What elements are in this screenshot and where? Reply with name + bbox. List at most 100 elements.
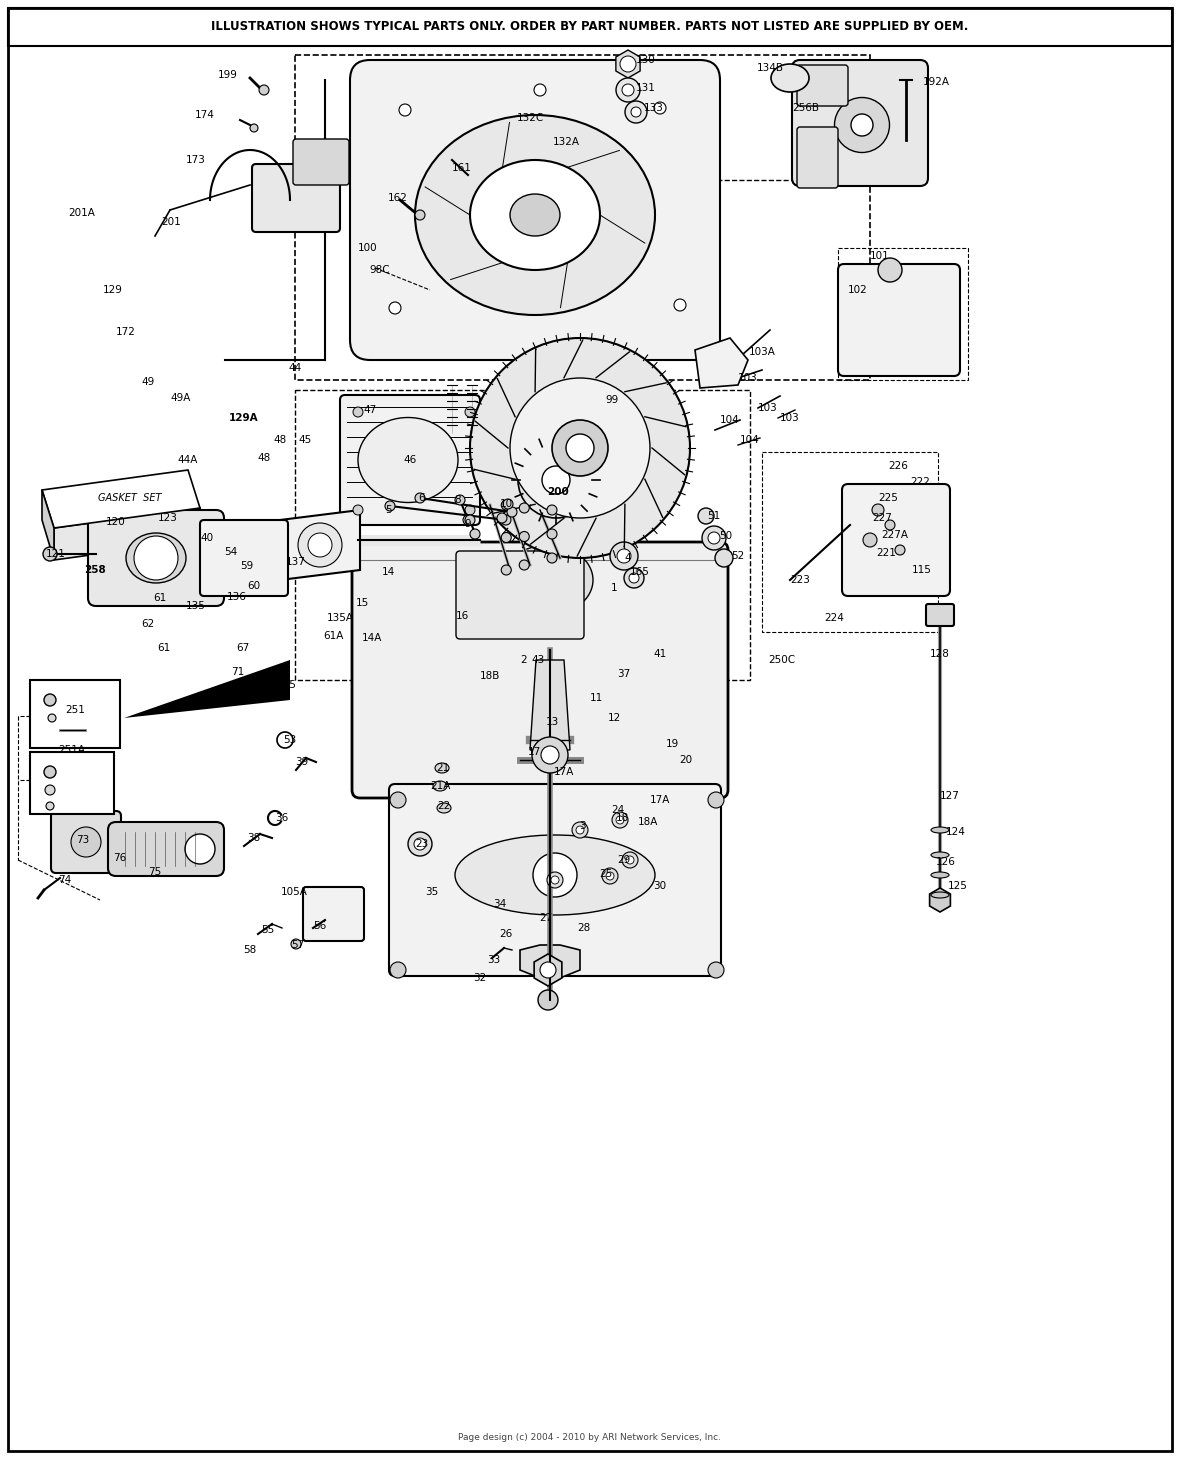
Text: 29: 29 — [617, 855, 630, 865]
Ellipse shape — [834, 98, 890, 153]
FancyBboxPatch shape — [796, 127, 838, 188]
Text: 61A: 61A — [323, 630, 343, 641]
Text: 10: 10 — [499, 499, 512, 509]
Text: 14A: 14A — [362, 633, 382, 643]
FancyBboxPatch shape — [838, 264, 961, 376]
Text: 36: 36 — [275, 813, 289, 823]
Text: 28: 28 — [577, 924, 591, 932]
Text: ILLUSTRATION SHOWS TYPICAL PARTS ONLY. ORDER BY PART NUMBER. PARTS NOT LISTED AR: ILLUSTRATION SHOWS TYPICAL PARTS ONLY. O… — [211, 20, 969, 34]
Text: 105A: 105A — [281, 887, 308, 897]
Text: 128: 128 — [930, 649, 950, 659]
Circle shape — [532, 737, 568, 773]
FancyBboxPatch shape — [51, 811, 122, 872]
Text: 251A: 251A — [59, 746, 85, 754]
Text: 165: 165 — [630, 568, 650, 576]
Text: 201A: 201A — [68, 209, 96, 217]
Text: 126: 126 — [936, 856, 956, 867]
Circle shape — [699, 508, 714, 524]
FancyBboxPatch shape — [843, 484, 950, 595]
Text: 44: 44 — [288, 363, 302, 374]
Text: 50: 50 — [720, 531, 733, 541]
Circle shape — [258, 85, 269, 95]
Text: 75: 75 — [149, 867, 162, 877]
Circle shape — [616, 77, 640, 102]
Circle shape — [612, 813, 628, 829]
Circle shape — [576, 826, 584, 835]
Circle shape — [45, 785, 55, 795]
Circle shape — [654, 102, 666, 114]
Circle shape — [465, 505, 476, 515]
Bar — [762, 452, 938, 632]
Ellipse shape — [185, 835, 215, 864]
Ellipse shape — [455, 835, 655, 915]
Bar — [8, 7, 1172, 47]
Text: 49A: 49A — [171, 392, 191, 403]
Text: 56: 56 — [314, 921, 327, 931]
Circle shape — [548, 530, 557, 538]
Text: 30: 30 — [654, 881, 667, 891]
Circle shape — [470, 338, 690, 557]
Text: 21: 21 — [437, 763, 450, 773]
Circle shape — [465, 407, 476, 417]
Ellipse shape — [433, 781, 447, 791]
Text: 22: 22 — [438, 801, 451, 811]
Circle shape — [463, 515, 473, 525]
Text: 25: 25 — [599, 870, 612, 878]
Text: 21A: 21A — [430, 781, 451, 791]
Text: 135: 135 — [186, 601, 206, 611]
Text: 256B: 256B — [793, 104, 819, 112]
Circle shape — [518, 442, 594, 518]
Text: 201: 201 — [162, 217, 181, 228]
Circle shape — [533, 854, 577, 897]
Text: 13: 13 — [545, 716, 558, 727]
Circle shape — [548, 553, 557, 563]
Text: 1: 1 — [611, 584, 617, 592]
Text: 73: 73 — [77, 835, 90, 845]
Circle shape — [708, 792, 725, 808]
Text: 41: 41 — [654, 649, 667, 659]
Circle shape — [71, 827, 101, 856]
Polygon shape — [42, 490, 54, 560]
Circle shape — [863, 533, 877, 547]
Circle shape — [572, 821, 588, 837]
Text: 24: 24 — [611, 805, 624, 816]
Text: 173: 173 — [186, 155, 206, 165]
Circle shape — [497, 514, 507, 522]
Ellipse shape — [771, 64, 809, 92]
Text: 67: 67 — [236, 643, 250, 654]
Text: 61: 61 — [157, 643, 171, 654]
Text: 16: 16 — [455, 611, 468, 622]
Bar — [30, 751, 114, 814]
FancyBboxPatch shape — [389, 783, 721, 976]
Text: 129: 129 — [103, 285, 123, 295]
Circle shape — [519, 531, 530, 541]
Circle shape — [455, 495, 465, 505]
Text: 55: 55 — [262, 925, 275, 935]
Circle shape — [878, 258, 902, 282]
Text: 255: 255 — [276, 680, 296, 690]
Circle shape — [715, 549, 733, 568]
Text: 4: 4 — [624, 553, 631, 563]
Circle shape — [503, 499, 513, 509]
Circle shape — [48, 713, 55, 722]
Text: 223: 223 — [791, 575, 809, 585]
Polygon shape — [124, 659, 290, 718]
Circle shape — [465, 515, 476, 525]
Text: 23: 23 — [415, 839, 428, 849]
Ellipse shape — [931, 891, 949, 897]
Text: 161: 161 — [452, 163, 472, 174]
FancyBboxPatch shape — [293, 139, 349, 185]
Circle shape — [540, 746, 559, 765]
Ellipse shape — [851, 114, 873, 136]
Text: 101: 101 — [870, 251, 890, 261]
Circle shape — [507, 506, 517, 516]
Text: 251: 251 — [65, 705, 85, 715]
Text: 46: 46 — [404, 455, 417, 465]
Text: 200: 200 — [548, 487, 569, 498]
Circle shape — [502, 565, 511, 575]
Circle shape — [391, 792, 406, 808]
Circle shape — [548, 505, 557, 515]
FancyBboxPatch shape — [792, 60, 927, 185]
Text: ARParts.com: ARParts.com — [460, 743, 720, 776]
Text: 48: 48 — [274, 435, 287, 445]
